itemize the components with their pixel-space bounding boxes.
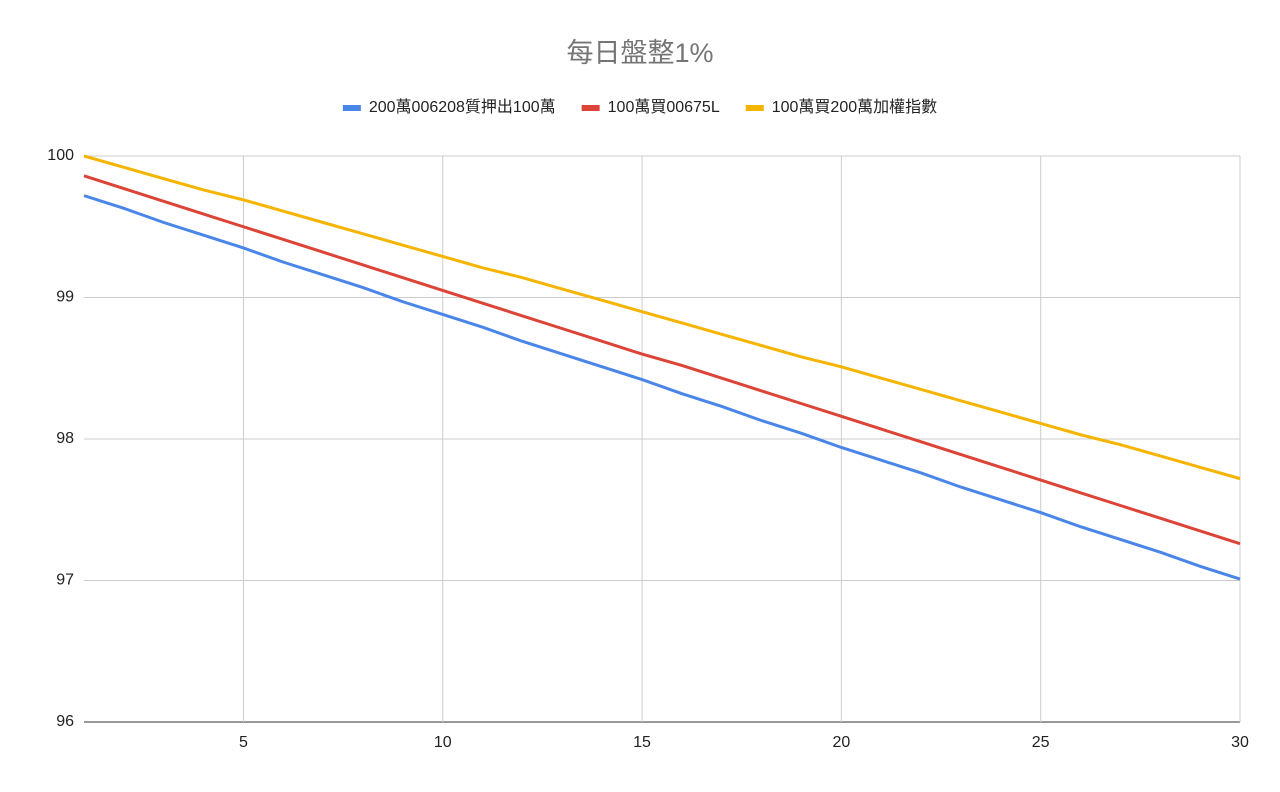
series-line: [83, 174, 1241, 546]
y-tick-label: 100: [47, 147, 74, 164]
series-line: [83, 194, 1241, 581]
x-tick-label: 25: [1032, 734, 1050, 751]
y-tick-label: 99: [56, 289, 74, 306]
legend-label: 200萬006208質押出100萬: [369, 98, 556, 116]
legend-swatch: [581, 105, 600, 111]
y-tick-label: 96: [56, 713, 74, 730]
chart-title: 每日盤整1%: [566, 38, 713, 68]
x-tick-label: 30: [1231, 734, 1249, 751]
y-tick-label: 98: [56, 430, 74, 447]
legend-swatch: [745, 105, 764, 111]
legend-label: 100萬買200萬加權指數: [772, 98, 937, 116]
x-tick-label: 10: [434, 734, 452, 751]
legend: 200萬006208質押出100萬 100萬買00675L 100萬買200萬加權指…: [342, 98, 937, 116]
x-tick-label: 20: [832, 734, 850, 751]
series-line: [83, 154, 1241, 481]
x-tick-label: 5: [239, 734, 248, 751]
legend-label: 100萬買00675L: [608, 98, 720, 116]
y-tick-label: 97: [56, 572, 74, 589]
x-tick-label: 15: [633, 734, 651, 751]
legend-swatch: [342, 105, 361, 111]
